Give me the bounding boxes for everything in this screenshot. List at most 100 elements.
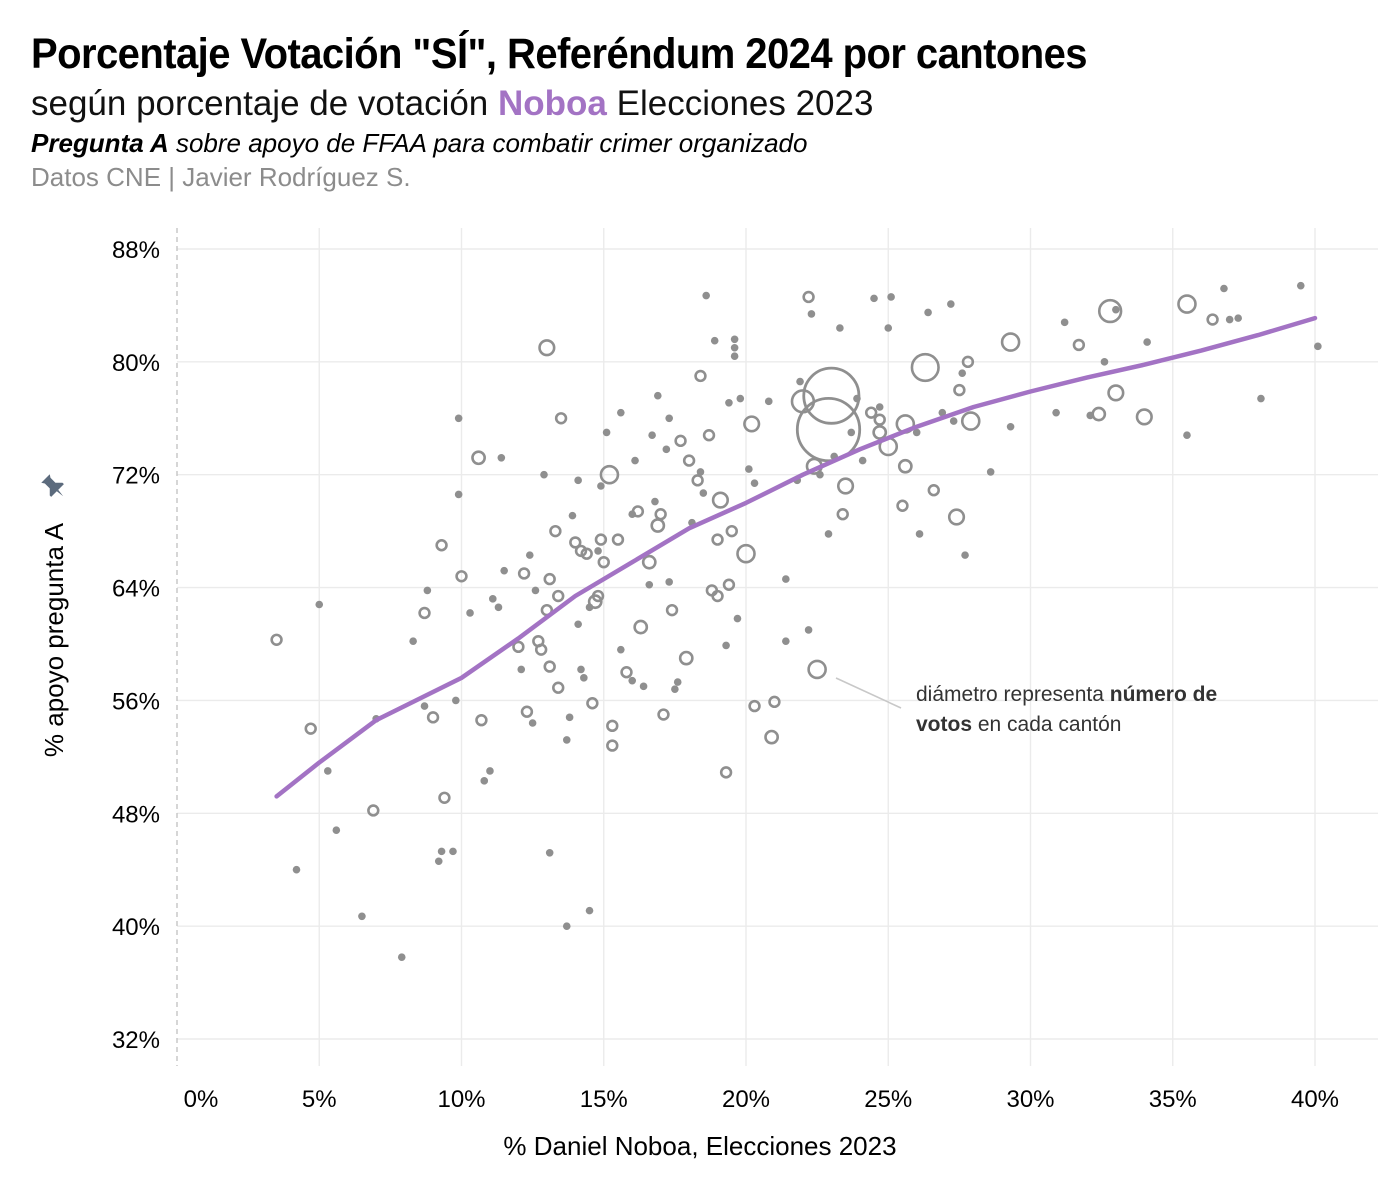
data-point <box>654 391 662 400</box>
data-point <box>807 310 816 318</box>
data-point <box>597 555 610 569</box>
annotation-leader-line <box>835 677 902 709</box>
data-point <box>633 619 649 635</box>
data-point <box>420 702 429 710</box>
data-point <box>525 551 534 559</box>
data-point <box>534 643 548 656</box>
chart-subtitle: según porcentaje de votación Noboa Elecc… <box>31 82 1371 126</box>
data-point <box>961 355 975 369</box>
data-point <box>947 300 955 308</box>
data-point <box>764 397 773 406</box>
x-tick-label: 40% <box>1291 1086 1339 1113</box>
data-point <box>1100 358 1109 366</box>
annotation-line-1: diámetro representa número de <box>916 683 1217 706</box>
data-point <box>569 536 582 549</box>
data-point <box>682 454 696 467</box>
data-point <box>543 660 556 673</box>
chart-header: Porcentaje Votación "SÍ", Referéndum 202… <box>31 26 1371 194</box>
data-point <box>824 530 833 538</box>
data-point <box>674 434 687 448</box>
data-point <box>397 953 406 961</box>
data-point <box>426 711 440 724</box>
data-point <box>1060 318 1069 327</box>
data-point <box>719 766 733 779</box>
data-point <box>671 685 679 693</box>
data-point <box>1135 408 1153 426</box>
data-point <box>480 777 489 785</box>
question-text: sobre apoyo de FFAA para combatir crimer… <box>168 128 808 158</box>
data-point <box>597 482 605 490</box>
data-point <box>562 736 571 744</box>
data-point <box>745 465 753 473</box>
data-point <box>743 415 761 433</box>
data-point <box>586 697 599 710</box>
data-point <box>565 713 574 722</box>
data-point <box>665 578 673 586</box>
data-point <box>580 674 588 682</box>
data-point <box>554 412 568 425</box>
data-point <box>896 499 909 512</box>
subtitle-highlight-noboa: Noboa <box>498 84 607 123</box>
y-tick-label: 32% <box>112 1027 160 1054</box>
data-point <box>1234 314 1242 322</box>
subtitle-suffix: Elecciones 2023 <box>606 84 874 123</box>
data-point <box>722 641 730 650</box>
data-point <box>1220 284 1228 293</box>
data-point <box>816 470 824 479</box>
data-point <box>795 396 862 463</box>
y-tick-label: 40% <box>112 914 160 941</box>
data-point <box>497 453 506 462</box>
annotation-line-2: votos en cada cantón <box>916 713 1121 736</box>
subtitle-prefix: según porcentaje de votación <box>31 84 498 123</box>
data-point <box>520 705 534 718</box>
data-point <box>722 578 736 591</box>
data-point <box>807 659 827 680</box>
data-point <box>591 589 605 603</box>
data-point <box>648 431 656 440</box>
x-tick-label: 35% <box>1149 1086 1197 1113</box>
data-point <box>782 575 790 583</box>
data-point <box>270 633 283 646</box>
data-point <box>409 637 417 645</box>
data-point <box>531 586 540 595</box>
data-point <box>650 518 666 533</box>
question-label: Pregunta A <box>31 128 169 158</box>
x-tick-label: 25% <box>864 1086 912 1113</box>
data-point <box>651 497 659 506</box>
data-point <box>665 414 673 423</box>
data-point <box>1006 422 1015 431</box>
data-point <box>540 470 548 479</box>
data-point <box>949 417 958 425</box>
data-point <box>730 352 739 361</box>
data-point <box>1177 294 1197 314</box>
data-point <box>585 906 594 915</box>
data-point <box>953 383 966 397</box>
data-point <box>960 411 981 431</box>
x-tick-label: 10% <box>437 1086 485 1113</box>
data-point <box>611 533 625 546</box>
data-point <box>1072 338 1086 352</box>
data-point <box>528 719 537 727</box>
data-point <box>790 389 816 414</box>
data-point <box>1052 408 1060 417</box>
data-point <box>699 489 708 497</box>
data-point <box>517 567 531 580</box>
data-point <box>494 603 503 612</box>
data-point <box>1225 315 1234 324</box>
y-tick-label: 80% <box>112 350 160 377</box>
data-point <box>875 403 884 411</box>
data-point <box>452 696 460 705</box>
data-point <box>438 791 451 804</box>
data-point <box>471 450 486 466</box>
data-point <box>804 626 813 634</box>
data-point <box>599 464 620 485</box>
data-point <box>725 398 733 407</box>
data-point <box>552 681 565 694</box>
data-point <box>736 394 745 403</box>
data-point <box>418 606 431 620</box>
data-point <box>858 456 867 465</box>
data-point <box>924 308 932 317</box>
scatter-points <box>270 281 1322 961</box>
y-tick-label: 72% <box>112 463 160 490</box>
data-point <box>631 456 639 465</box>
